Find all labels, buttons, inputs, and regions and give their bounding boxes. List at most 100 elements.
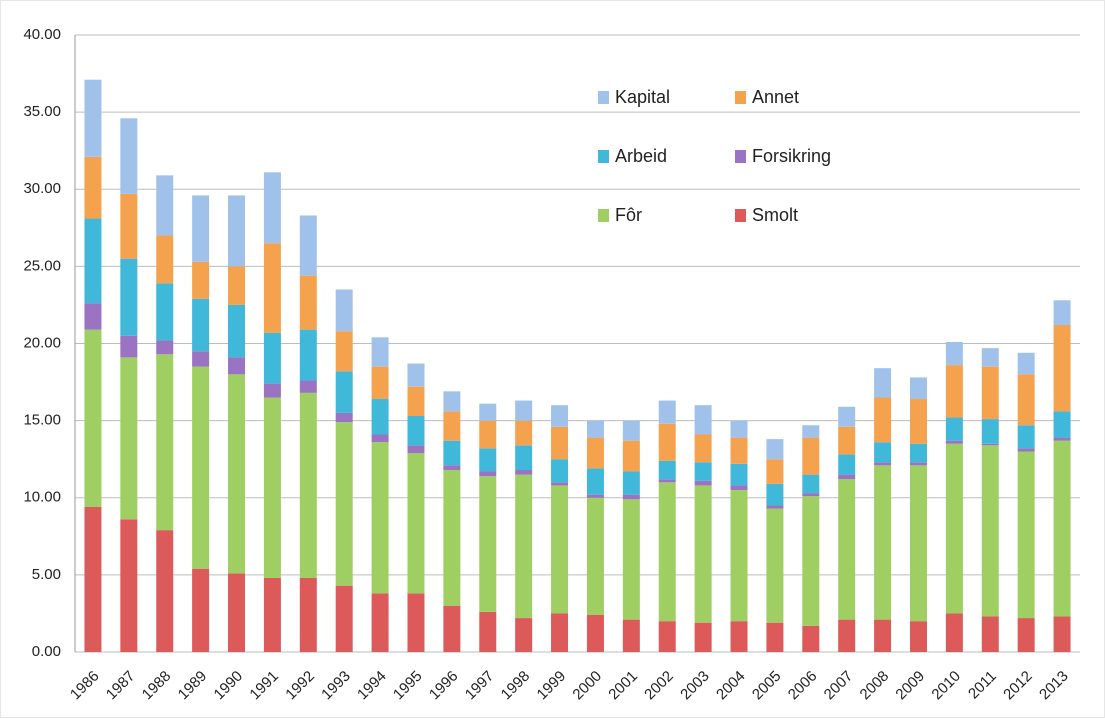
bar-segment bbox=[802, 493, 820, 497]
bar-segment bbox=[407, 415, 425, 446]
bar-segment bbox=[335, 331, 353, 372]
bar-segment bbox=[909, 377, 927, 400]
bar-segment bbox=[945, 341, 963, 366]
bar-segment bbox=[622, 494, 640, 500]
bar-segment bbox=[371, 593, 389, 652]
bar-segment bbox=[874, 465, 892, 620]
bar-segment bbox=[299, 577, 317, 652]
bar-segment bbox=[802, 474, 820, 494]
y-tick-label: 25.00 bbox=[23, 257, 61, 274]
bar-segment bbox=[299, 275, 317, 330]
bar-segment bbox=[84, 218, 102, 304]
bar-segment bbox=[874, 397, 892, 443]
bar-segment bbox=[335, 371, 353, 413]
bar-segment bbox=[371, 442, 389, 594]
bar-segment bbox=[838, 406, 856, 427]
bar-segment bbox=[515, 420, 533, 446]
bar-segment bbox=[981, 445, 999, 617]
bar-segment bbox=[84, 329, 102, 508]
bar-segment bbox=[479, 403, 497, 421]
bar-segment bbox=[694, 462, 712, 481]
bar-segment bbox=[263, 332, 281, 384]
bar-segment bbox=[981, 366, 999, 420]
bar-segment bbox=[120, 335, 138, 358]
legend-swatch bbox=[735, 209, 746, 222]
y-tick-label: 5.00 bbox=[32, 566, 61, 583]
bar-segment bbox=[443, 469, 461, 606]
bar-segment bbox=[371, 337, 389, 367]
bar-segment bbox=[838, 619, 856, 652]
bar-segment bbox=[299, 215, 317, 276]
bar-segment bbox=[192, 351, 210, 367]
legend-label: Fôr bbox=[615, 205, 642, 225]
bar-segment bbox=[479, 471, 497, 477]
bar-segment bbox=[156, 354, 174, 531]
bar-segment bbox=[515, 400, 533, 421]
bar-segment bbox=[84, 156, 102, 219]
bar-segment bbox=[802, 425, 820, 438]
bar-segment bbox=[909, 621, 927, 652]
bar-segment bbox=[156, 175, 174, 236]
bar-segment bbox=[299, 380, 317, 393]
bar-segment bbox=[515, 445, 533, 470]
bar-segment bbox=[694, 485, 712, 623]
bar-segment bbox=[874, 442, 892, 463]
bar-segment bbox=[730, 621, 748, 652]
bar-segment bbox=[766, 439, 784, 460]
bar-segment bbox=[156, 283, 174, 341]
legend-label: Annet bbox=[752, 87, 799, 107]
bar-segment bbox=[1017, 618, 1035, 652]
bar-segment bbox=[586, 437, 604, 469]
bar-segment bbox=[156, 530, 174, 652]
bar-segment bbox=[192, 366, 210, 569]
bar-segment bbox=[84, 507, 102, 652]
bar-segment bbox=[407, 386, 425, 416]
y-tick-label: 35.00 bbox=[23, 103, 61, 120]
legend-swatch bbox=[735, 91, 746, 104]
bar-segment bbox=[515, 469, 533, 475]
bar-segment bbox=[945, 440, 963, 444]
bar-segment bbox=[1053, 411, 1071, 438]
y-tick-label: 20.00 bbox=[23, 334, 61, 351]
bar-segment bbox=[120, 519, 138, 652]
bar-segment bbox=[263, 243, 281, 333]
bar-segment bbox=[551, 426, 569, 460]
bar-segment bbox=[838, 426, 856, 455]
bar-segment bbox=[120, 258, 138, 336]
bar-segment bbox=[730, 437, 748, 464]
bar-segment bbox=[443, 465, 461, 470]
bar-segment bbox=[299, 392, 317, 578]
bar-segment bbox=[730, 463, 748, 486]
bar-segment bbox=[622, 440, 640, 472]
bar-segment bbox=[838, 479, 856, 620]
bar-segment bbox=[658, 400, 676, 424]
bar-segment bbox=[515, 618, 533, 652]
bar-segment bbox=[407, 445, 425, 454]
bar-segment bbox=[874, 619, 892, 652]
bar-segment bbox=[228, 304, 246, 358]
bar-segment bbox=[1017, 425, 1035, 449]
bar-segment bbox=[766, 483, 784, 506]
bar-segment bbox=[766, 622, 784, 652]
bar-segment bbox=[730, 485, 748, 491]
bar-segment bbox=[1053, 440, 1071, 617]
bar-segment bbox=[1053, 437, 1071, 441]
y-tick-label: 40.00 bbox=[23, 26, 61, 43]
bar-segment bbox=[766, 505, 784, 509]
bar-segment bbox=[443, 440, 461, 466]
bar-segment bbox=[586, 494, 604, 498]
bar-segment bbox=[443, 391, 461, 412]
bar-segment bbox=[1017, 374, 1035, 426]
bar-segment bbox=[407, 453, 425, 594]
bar-segment bbox=[874, 368, 892, 398]
y-tick-label: 15.00 bbox=[23, 412, 61, 429]
bar-segment bbox=[658, 482, 676, 622]
bar-segment bbox=[694, 480, 712, 486]
bar-segment bbox=[909, 399, 927, 444]
bar-segment bbox=[945, 443, 963, 614]
bar-segment bbox=[479, 448, 497, 472]
legend-label: Forsikring bbox=[752, 146, 831, 166]
bar-segment bbox=[1017, 451, 1035, 619]
bar-segment bbox=[766, 508, 784, 623]
bar-segment bbox=[1053, 324, 1071, 412]
